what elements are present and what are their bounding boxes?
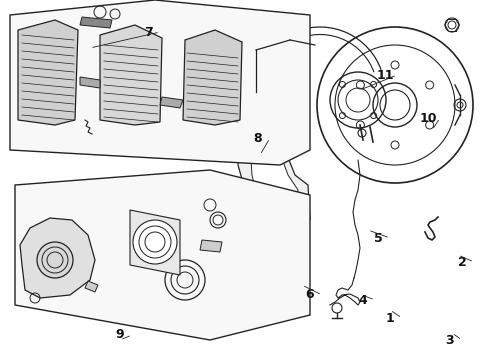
Text: 1: 1 bbox=[386, 311, 394, 324]
Text: 3: 3 bbox=[446, 333, 454, 346]
Polygon shape bbox=[160, 97, 183, 108]
Polygon shape bbox=[100, 25, 162, 125]
Text: 6: 6 bbox=[306, 288, 314, 302]
Polygon shape bbox=[80, 17, 112, 28]
Polygon shape bbox=[183, 30, 242, 125]
Text: 7: 7 bbox=[144, 26, 152, 39]
Polygon shape bbox=[18, 20, 78, 125]
Circle shape bbox=[252, 206, 264, 218]
Polygon shape bbox=[130, 210, 180, 275]
Text: 2: 2 bbox=[458, 256, 466, 269]
Text: 10: 10 bbox=[419, 112, 437, 125]
Text: 4: 4 bbox=[359, 293, 368, 306]
Text: 11: 11 bbox=[376, 68, 394, 81]
Circle shape bbox=[272, 144, 284, 156]
Polygon shape bbox=[10, 0, 310, 165]
Polygon shape bbox=[250, 130, 298, 235]
Text: 8: 8 bbox=[254, 131, 262, 144]
Polygon shape bbox=[80, 77, 100, 88]
Circle shape bbox=[37, 242, 73, 278]
Polygon shape bbox=[15, 170, 310, 340]
Polygon shape bbox=[85, 281, 98, 292]
Circle shape bbox=[133, 220, 177, 264]
Text: 5: 5 bbox=[373, 231, 382, 244]
Text: 9: 9 bbox=[116, 328, 124, 342]
Polygon shape bbox=[20, 218, 95, 298]
Polygon shape bbox=[200, 240, 222, 252]
Polygon shape bbox=[238, 120, 310, 255]
